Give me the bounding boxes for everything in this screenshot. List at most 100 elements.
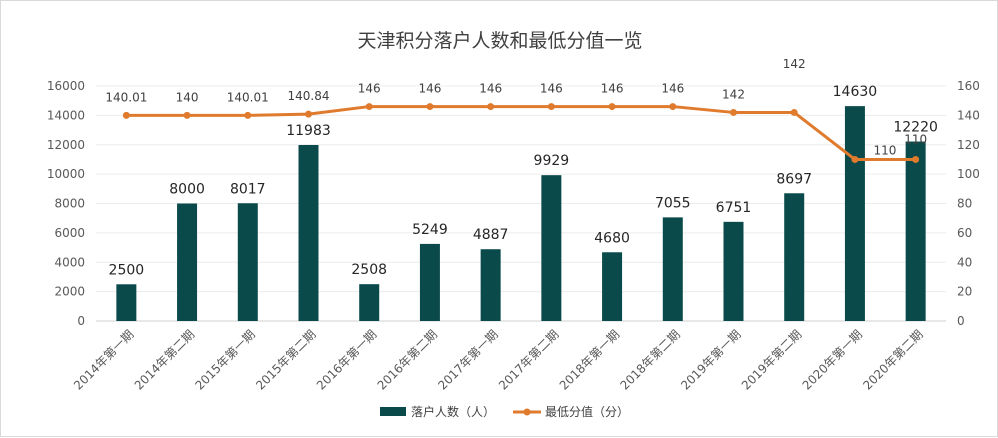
line-point: [426, 103, 434, 111]
y-axis-right: 0 20 40 60 80 100 120 140 160: [957, 79, 980, 328]
bar-data-label: 6751: [716, 200, 752, 216]
line-point: [305, 110, 312, 118]
gridlines: [96, 85, 946, 322]
bar-data-label: 8017: [230, 181, 266, 197]
bar: [723, 221, 744, 321]
x-tick-label: 2020年第二期: [860, 327, 925, 392]
x-tick-label: 2017年第一期: [435, 327, 500, 392]
line-data-label: 140.01: [227, 90, 269, 104]
y-right-tick-label: 140: [957, 108, 980, 122]
bar-series: 2500 8000 8017 11983 2508 5249 4887 9929 4680 705…: [109, 84, 938, 321]
x-tick-label: 2018年第一期: [557, 327, 622, 392]
line-data-label: 110: [873, 143, 896, 157]
line-data-label: 142: [783, 57, 806, 71]
line-data-label: 146: [358, 82, 381, 96]
line-data-label: 146: [601, 82, 624, 96]
x-tick-label: 2016年第一期: [314, 327, 379, 392]
y-left-tick-label: 4000: [54, 255, 85, 269]
bar: [298, 144, 319, 321]
line-data-label: 146: [661, 82, 684, 96]
bar: [541, 175, 562, 321]
bar-data-label: 14630: [833, 84, 878, 100]
y-left-tick-label: 16000: [47, 79, 85, 93]
line-point: [912, 155, 920, 163]
x-tick-label: 2015年第二期: [253, 327, 318, 392]
line-point: [244, 111, 252, 119]
bar: [784, 193, 805, 321]
bar: [419, 243, 440, 321]
line-point: [730, 108, 737, 116]
line-data-label: 140: [176, 90, 199, 104]
line-point: [487, 103, 495, 111]
y-left-tick-label: 12000: [47, 138, 85, 152]
line-point: [547, 103, 555, 111]
legend-line-label: 最低分值（分）: [545, 404, 629, 419]
line-point: [790, 108, 798, 116]
y-right-tick-label: 0: [957, 314, 965, 328]
y-left-tick-label: 10000: [47, 167, 85, 181]
y-right-tick-label: 20: [957, 285, 972, 299]
bar: [602, 252, 623, 321]
y-left-tick-label: 6000: [54, 226, 85, 240]
bar-data-label: 2500: [109, 262, 145, 278]
bar-data-label: 5249: [412, 222, 448, 238]
x-tick-label: 2016年第二期: [375, 327, 440, 392]
x-tick-label: 2017年第二期: [496, 327, 561, 392]
line-point: [669, 103, 677, 111]
x-tick-label: 2018年第二期: [617, 327, 682, 392]
bar-data-label: 4680: [594, 230, 630, 246]
bar: [480, 249, 501, 321]
line-path: [126, 105, 916, 161]
line-data-label: 140.01: [105, 90, 147, 104]
x-tick-label: 2019年第一期: [678, 327, 743, 392]
legend-bar-swatch: [380, 407, 406, 416]
bar-data-label: 2508: [351, 262, 387, 278]
y-left-tick-label: 2000: [54, 285, 85, 299]
bar: [359, 284, 380, 321]
y-right-tick-label: 40: [957, 255, 972, 269]
bar-data-label: 8000: [169, 182, 205, 198]
x-tick-label: 2014年第一期: [71, 327, 136, 392]
bar: [237, 203, 258, 321]
legend-bar-label: 落户人数（人）: [411, 404, 495, 419]
line-point: [365, 103, 373, 111]
bar-data-label: 12220: [893, 120, 938, 136]
line-point: [608, 103, 616, 111]
x-tick-label: 2020年第一期: [800, 327, 865, 392]
legend: 落户人数（人） 最低分值（分）: [380, 404, 629, 419]
bar-data-label: 11983: [286, 123, 331, 139]
line-point: [851, 155, 859, 163]
line-data-label: 146: [479, 82, 502, 96]
line-data-label: 110: [904, 132, 927, 146]
y-right-tick-label: 80: [957, 197, 972, 211]
y-right-tick-label: 100: [957, 167, 980, 181]
y-right-tick-label: 60: [957, 226, 972, 240]
line-point: [122, 111, 130, 119]
bar-data-label: 4887: [473, 227, 509, 243]
line-series: 140.01 140 140.01 140.84 146 146 146 146 146 146 1…: [105, 57, 927, 163]
bar: [844, 106, 865, 321]
x-tick-label: 2019年第二期: [739, 327, 804, 392]
bar: [662, 217, 683, 321]
line-data-label: 142: [722, 87, 745, 101]
bar: [905, 141, 926, 321]
bar: [177, 203, 198, 321]
line-point: [183, 111, 191, 119]
y-axis-left: 0 2000 4000 6000 8000 10000 12000 14000 16000: [47, 79, 85, 328]
y-left-tick-label: 14000: [47, 108, 85, 122]
line-data-label: 146: [540, 82, 563, 96]
y-left-tick-label: 8000: [54, 197, 85, 211]
bar-data-label: 9929: [534, 153, 570, 169]
line-data-label: 140.84: [288, 89, 330, 103]
y-right-tick-label: 160: [957, 79, 980, 93]
y-right-tick-label: 120: [957, 138, 980, 152]
line-data-label: 146: [418, 82, 441, 96]
bar-data-label: 7055: [655, 195, 691, 211]
x-tick-label: 2015年第一期: [192, 327, 257, 392]
chart-title: 天津积分落户人数和最低分值一览: [357, 30, 642, 52]
y-left-tick-label: 0: [77, 314, 85, 328]
bar-data-label: 8697: [776, 171, 812, 187]
legend-line-marker: [523, 408, 531, 416]
bar: [116, 284, 137, 321]
